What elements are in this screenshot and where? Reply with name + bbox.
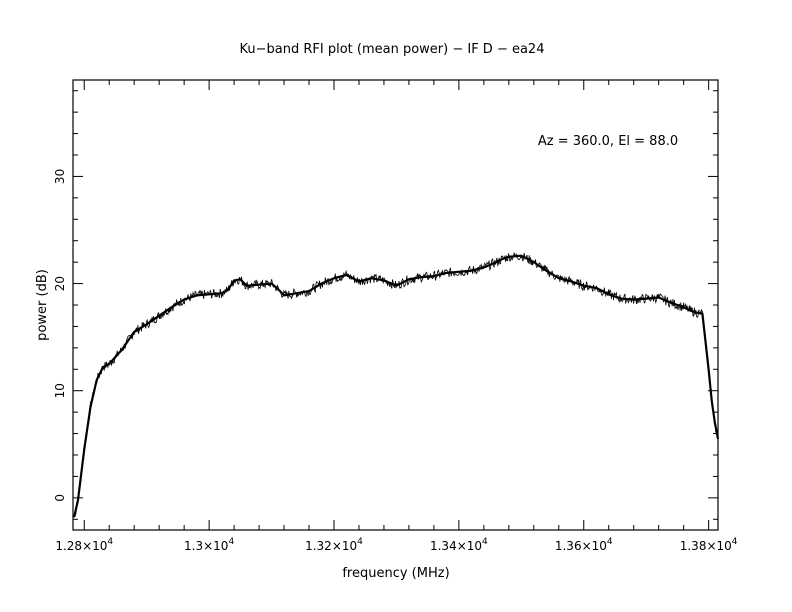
y-tick-label: 10 xyxy=(53,383,67,398)
y-tick-label: 30 xyxy=(53,169,67,184)
x-tick-labels: 1.28×104 1.3×104 1.32×104 1.34×104 1.36×104 1… xyxy=(55,537,737,553)
x-tick-label: 1.34×104 xyxy=(430,537,488,553)
az-el-annotation: Az = 360.0, El = 88.0 xyxy=(538,134,678,149)
x-tick-label: 1.3×104 xyxy=(184,537,234,553)
x-tick-label: 1.36×104 xyxy=(555,537,613,553)
x-tick-label: 1.32×104 xyxy=(305,537,363,553)
chart-title: Ku−band RFI plot (mean power) − IF D − e… xyxy=(240,42,545,57)
power-series-line xyxy=(73,254,720,518)
y-axis-label: power (dB) xyxy=(35,269,50,341)
x-tick-label: 1.28×104 xyxy=(55,537,113,553)
power-series-noise xyxy=(73,252,719,518)
y-tick-labels: 0 10 20 30 xyxy=(53,169,67,502)
axis-ticks xyxy=(73,80,718,530)
x-axis-label: frequency (MHz) xyxy=(342,566,449,581)
x-tick-label: 1.38×104 xyxy=(680,537,738,553)
y-tick-label: 20 xyxy=(53,276,67,291)
y-tick-label: 0 xyxy=(53,494,67,502)
